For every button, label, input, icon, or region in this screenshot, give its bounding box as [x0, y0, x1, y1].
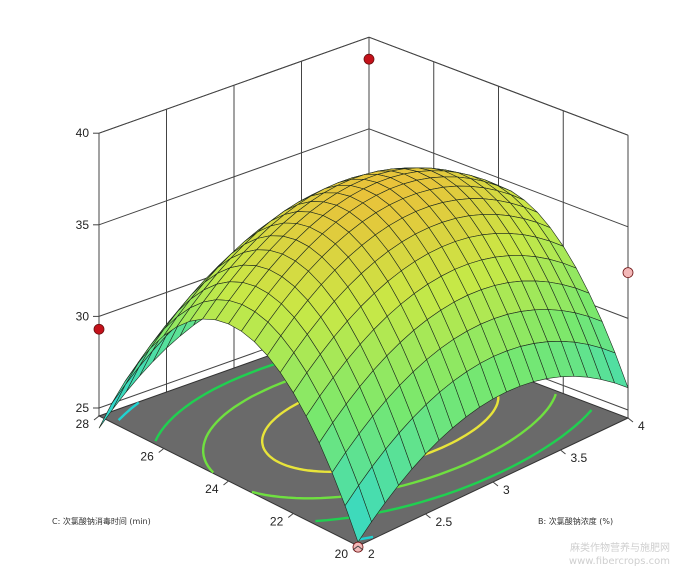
c-tick	[352, 545, 359, 551]
z-tick-label: 40	[76, 126, 90, 140]
b-axis-title: B: 次氯酸钠浓度 (%)	[538, 516, 613, 526]
b-tick	[560, 449, 566, 455]
c-axis: 20 22 24 26 28 C: 次氯酸钠消毒时间 (min)	[52, 415, 359, 561]
c-tick	[93, 415, 100, 421]
watermark: 麻类作物营养与施肥网 www.fibercrops.com	[569, 542, 670, 568]
c-tick	[287, 513, 294, 518]
z-axis: 25 30 35 40	[76, 126, 99, 415]
design-point	[93, 323, 105, 335]
design-point	[352, 541, 364, 553]
c-tick	[158, 448, 165, 453]
b-tick-label: 4	[638, 419, 645, 433]
surface-cell	[111, 362, 139, 404]
c-axis-title: C: 次氯酸钠消毒时间 (min)	[52, 516, 151, 526]
b-tick-label: 2	[368, 547, 375, 561]
z-tick-label: 25	[76, 401, 90, 415]
c-tick-label: 26	[140, 450, 154, 464]
c-tick-label: 20	[335, 547, 349, 561]
b-axis: 2 2.5 3 3.5 4 B: 次氯酸钠浓度 (%)	[357, 417, 645, 561]
design-point	[622, 267, 634, 279]
b-tick-label: 2.5	[436, 515, 453, 529]
surface-cell	[344, 484, 372, 543]
watermark-title: 麻类作物营养与施肥网	[570, 543, 670, 554]
design-point	[363, 53, 375, 65]
watermark-url: www.fibercrops.com	[568, 556, 670, 567]
c-tick	[223, 480, 229, 486]
b-tick	[357, 545, 364, 551]
z-tick-label: 30	[76, 309, 90, 323]
c-tick-label: 22	[270, 515, 284, 529]
design-points	[93, 53, 634, 553]
b-tick	[492, 481, 499, 487]
b-tick	[627, 417, 634, 423]
b-tick-label: 3.5	[571, 451, 588, 465]
b-tick	[425, 513, 431, 519]
c-tick-label: 28	[76, 417, 90, 431]
surface-cell	[125, 350, 153, 393]
response-surface	[98, 167, 629, 543]
c-tick-label: 24	[205, 482, 219, 496]
z-tick-label: 35	[76, 218, 90, 232]
b-tick-label: 3	[503, 483, 510, 497]
